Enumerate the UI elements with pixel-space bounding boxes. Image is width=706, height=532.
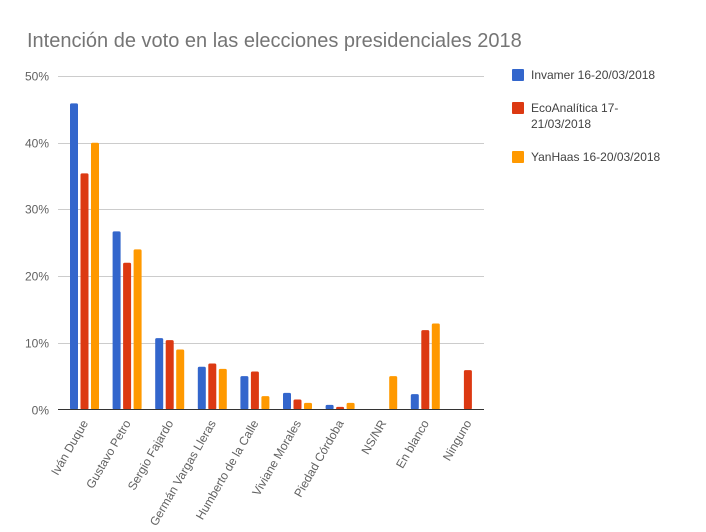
bar-3-7 (346, 402, 355, 410)
y-tick-label: 0% (32, 404, 50, 418)
legend-swatch (512, 102, 524, 114)
legend-label: Invamer 16-20/03/2018 (531, 68, 655, 82)
bar-1-7 (325, 404, 334, 410)
bar-1-1 (70, 103, 78, 410)
x-tick-label: Iván Duque (48, 417, 91, 477)
bar-2-3 (165, 340, 174, 410)
bar-3-1 (91, 142, 99, 410)
bar-2-1 (80, 173, 89, 410)
x-tick-label: Sergio Fajardo (125, 417, 177, 492)
x-tick-label: Gustavo Petro (83, 417, 134, 491)
bar-2-5 (250, 371, 259, 410)
bar-2-7 (336, 406, 345, 410)
bar-2-6 (293, 399, 302, 410)
bar-3-2 (133, 249, 142, 410)
bar-3-4 (218, 368, 227, 410)
legend-label: YanHaas 16-20/03/2018 (531, 150, 661, 164)
y-tick-label: 10% (25, 337, 49, 351)
y-tick-label: 40% (25, 137, 49, 151)
x-tick-label: Ninguno (440, 417, 475, 463)
gridlines (58, 76, 484, 344)
chart-title: Intención de voto en las elecciones pres… (27, 30, 522, 52)
legend-label: 21/03/2018 (531, 117, 591, 131)
bar-3-5 (261, 396, 270, 410)
y-tick-label: 20% (25, 270, 49, 284)
bar-3-3 (176, 349, 185, 410)
legend-swatch (512, 69, 524, 81)
bar-2-10 (463, 370, 472, 410)
y-tick-label: 30% (25, 203, 49, 217)
legend-swatch (512, 151, 524, 163)
legend-label: EcoAnalítica 17- (531, 101, 618, 115)
bar-1-4 (197, 366, 206, 410)
bar-3-8 (389, 376, 398, 410)
bar-2-4 (208, 363, 217, 410)
bar-2-2 (123, 262, 132, 410)
bar-1-6 (283, 392, 291, 410)
bar-1-2 (112, 231, 121, 410)
bar-1-3 (155, 338, 164, 410)
y-tick-label: 50% (25, 70, 49, 84)
bar-3-9 (431, 323, 440, 410)
y-axis-ticks: 0% 10% 20% 30% 40% 50% (25, 70, 49, 418)
bar-1-5 (240, 376, 249, 410)
x-tick-label: NS/NR (359, 417, 390, 457)
x-tick-label: En blanco (393, 417, 432, 471)
bar-1-9 (410, 394, 419, 410)
bars (70, 103, 472, 410)
bar-2-9 (421, 330, 430, 410)
legend: Invamer 16-20/03/2018 EcoAnalítica 17- 21/… (512, 68, 661, 164)
bar-3-6 (304, 402, 312, 410)
